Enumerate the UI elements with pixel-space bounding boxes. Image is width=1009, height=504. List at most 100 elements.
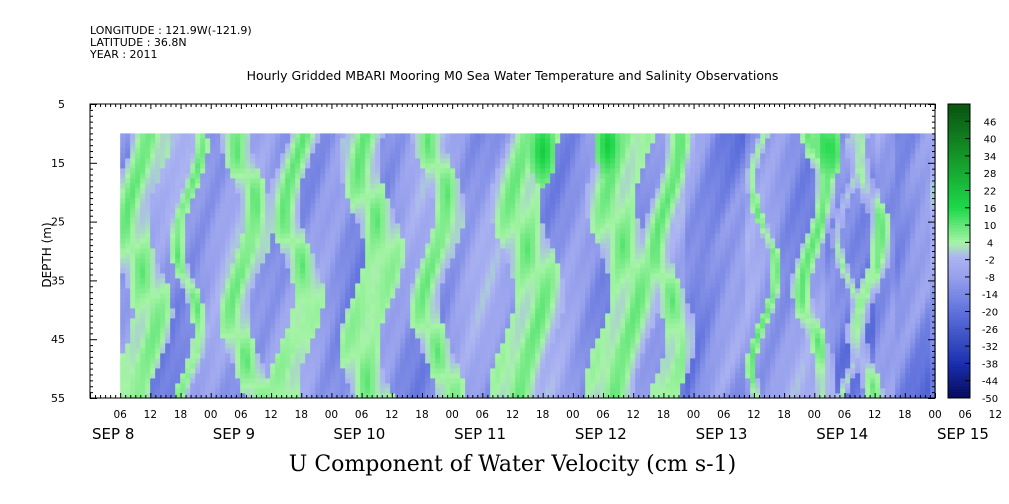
heatmap-cell <box>360 178 366 184</box>
heatmap-cell <box>490 178 496 184</box>
heatmap-cell <box>335 348 341 354</box>
heatmap-cell <box>295 263 301 269</box>
heatmap-cell <box>155 328 161 334</box>
heatmap-cell <box>300 228 306 234</box>
heatmap-cell <box>165 233 171 239</box>
heatmap-cell <box>365 378 371 384</box>
heatmap-cell <box>310 368 316 374</box>
heatmap-cell <box>410 213 416 219</box>
heatmap-cell <box>495 298 501 304</box>
heatmap-cell <box>490 228 496 234</box>
heatmap-cell <box>550 373 556 379</box>
heatmap-cell <box>250 203 256 209</box>
heatmap-cell <box>525 243 531 249</box>
heatmap-cell <box>440 243 446 249</box>
heatmap-cell <box>120 273 126 279</box>
heatmap-cell <box>570 218 576 224</box>
heatmap-cell <box>525 138 531 144</box>
heatmap-cell <box>360 378 366 384</box>
heatmap-cell <box>185 253 191 259</box>
heatmap-cell <box>295 298 301 304</box>
heatmap-cell <box>410 353 416 359</box>
heatmap-cell <box>205 278 211 284</box>
heatmap-cell <box>155 148 161 154</box>
heatmap-cell <box>215 338 221 344</box>
heatmap-cell <box>305 313 311 319</box>
heatmap-cell <box>550 218 556 224</box>
heatmap-cell <box>145 378 151 384</box>
heatmap-cell <box>530 168 536 174</box>
heatmap-cell <box>335 263 341 269</box>
heatmap-cell <box>355 238 361 244</box>
heatmap-cell <box>460 193 466 199</box>
heatmap-cell <box>295 273 301 279</box>
heatmap-cell <box>245 253 251 259</box>
heatmap-cell <box>365 238 371 244</box>
heatmap-cell <box>530 283 536 289</box>
heatmap-cell <box>130 388 136 394</box>
heatmap-cell <box>545 178 551 184</box>
heatmap-cell <box>540 133 546 139</box>
heatmap-cell <box>405 388 411 394</box>
heatmap-cell <box>440 323 446 329</box>
heatmap-cell <box>150 373 156 379</box>
heatmap-cell <box>465 158 471 164</box>
heatmap-cell <box>165 268 171 274</box>
heatmap-cell <box>475 348 481 354</box>
heatmap-cell <box>460 323 466 329</box>
heatmap-cell <box>325 328 331 334</box>
heatmap-cell <box>405 243 411 249</box>
heatmap-cell <box>515 263 521 269</box>
heatmap-cell <box>145 143 151 149</box>
heatmap-cell <box>210 283 216 289</box>
heatmap-cell <box>345 158 351 164</box>
heatmap-cell <box>235 283 241 289</box>
heatmap-cell <box>185 388 191 394</box>
heatmap-cell <box>555 193 561 199</box>
heatmap-cell <box>530 138 536 144</box>
heatmap-cell <box>525 198 531 204</box>
heatmap-cell <box>140 253 146 259</box>
heatmap-cell <box>465 238 471 244</box>
heatmap-cell <box>390 318 396 324</box>
heatmap-cell <box>180 273 186 279</box>
heatmap-cell <box>445 373 451 379</box>
heatmap-cell <box>120 158 126 164</box>
heatmap-cell <box>485 238 491 244</box>
heatmap-cell <box>555 188 561 194</box>
heatmap-cell <box>430 253 436 259</box>
heatmap-cell <box>555 383 561 389</box>
heatmap-cell <box>585 158 591 164</box>
heatmap-cell <box>210 203 216 209</box>
heatmap-cell <box>140 268 146 274</box>
heatmap-cell <box>145 153 151 159</box>
heatmap-cell <box>140 193 146 199</box>
heatmap-cell <box>330 373 336 379</box>
heatmap-cell <box>515 278 521 284</box>
heatmap-cell <box>340 133 346 139</box>
heatmap-cell <box>365 303 371 309</box>
heatmap-cell <box>285 193 291 199</box>
heatmap-cell <box>270 158 276 164</box>
heatmap-cell <box>525 168 531 174</box>
heatmap-cell <box>195 373 201 379</box>
heatmap-cell <box>270 323 276 329</box>
heatmap-cell <box>355 273 361 279</box>
heatmap-cell <box>390 198 396 204</box>
heatmap-cell <box>135 198 141 204</box>
heatmap-cell <box>280 268 286 274</box>
heatmap-cell <box>190 258 196 264</box>
heatmap-cell <box>240 358 246 364</box>
heatmap-cell <box>225 333 231 339</box>
heatmap-cell <box>140 223 146 229</box>
heatmap-cell <box>155 223 161 229</box>
heatmap-cell <box>490 313 496 319</box>
heatmap-cell <box>305 323 311 329</box>
heatmap-cell <box>150 258 156 264</box>
heatmap-cell <box>560 273 566 279</box>
heatmap-cell <box>300 253 306 259</box>
heatmap-cell <box>180 248 186 254</box>
heatmap-cell <box>535 248 541 254</box>
heatmap-cell <box>435 318 441 324</box>
heatmap-cell <box>540 233 546 239</box>
